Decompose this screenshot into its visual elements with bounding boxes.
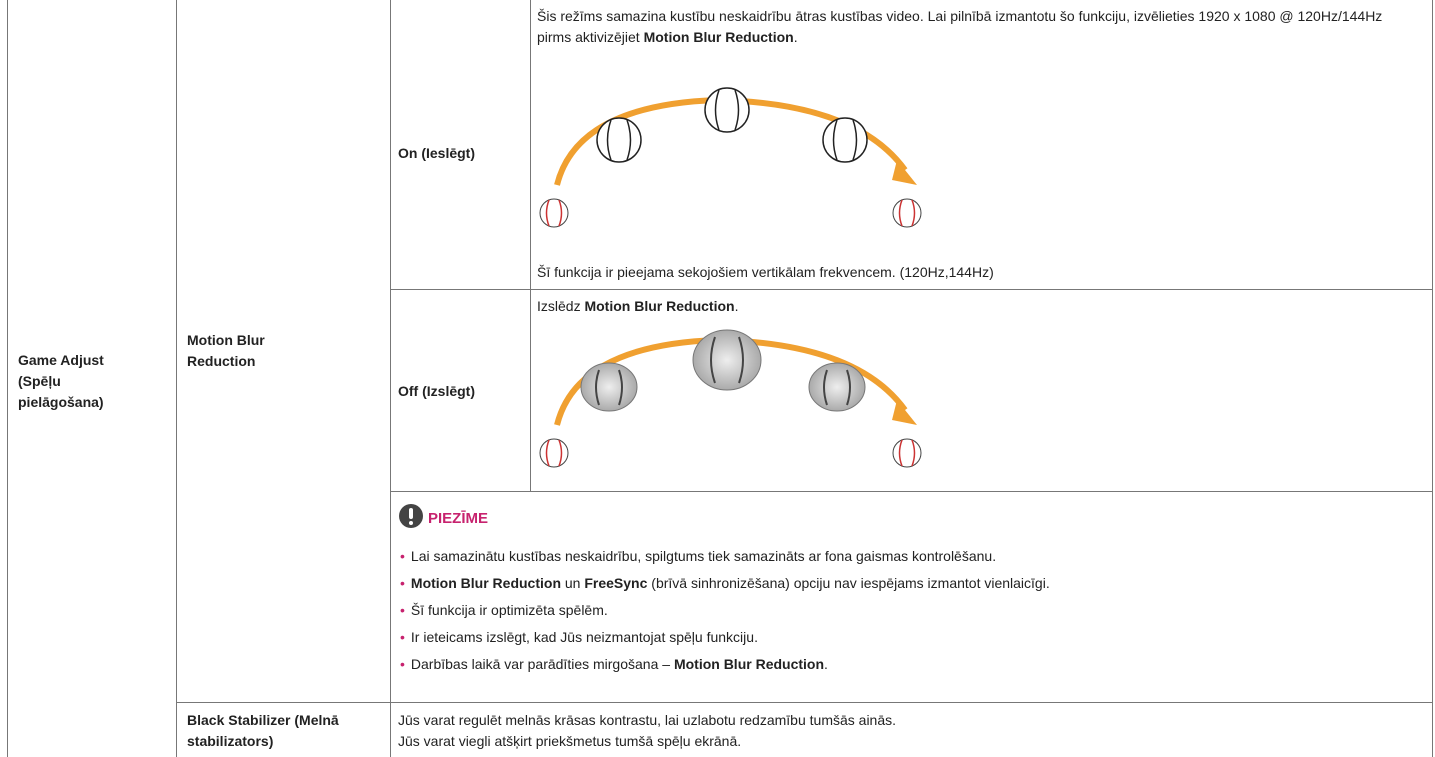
text: Motion Blur Reduction xyxy=(673,656,825,672)
border xyxy=(390,289,1433,290)
on-label: On (Ieslēgt) xyxy=(398,145,476,161)
border xyxy=(176,702,1433,703)
text: (brīvā sinhronizēšana) opciju nav iespēj… xyxy=(647,575,1050,591)
off-label: Off (Izslēgt) xyxy=(398,383,475,399)
on-footnote: Šī funkcija ir pieejama sekojošiem verti… xyxy=(537,264,994,280)
border xyxy=(390,0,391,757)
note-item: Ir ieteicams izslēgt, kad Jūs neizmantoj… xyxy=(400,627,758,648)
text: Motion Blur Reduction xyxy=(643,29,794,45)
border xyxy=(1432,0,1433,757)
illustration-off xyxy=(539,329,922,468)
text: FreeSync xyxy=(584,575,648,591)
text: . xyxy=(734,298,739,314)
note-item: Darbības laikā var parādīties mirgošana … xyxy=(400,654,828,675)
border xyxy=(176,0,177,757)
option-label: Motion Blur Reduction xyxy=(187,332,265,369)
on-description: Šis režīms samazina kustību neskaidrību … xyxy=(537,6,1387,48)
text: . xyxy=(824,656,828,672)
border xyxy=(530,0,531,491)
text: Motion Blur Reduction xyxy=(410,575,561,591)
text: Ir ieteicams izslēgt, kad Jūs neizmantoj… xyxy=(410,629,758,645)
note-title: PIEZĪME xyxy=(428,510,489,527)
text: un xyxy=(561,575,585,591)
note-icon xyxy=(399,504,423,528)
text: Šis režīms samazina kustību neskaidrību … xyxy=(537,8,1383,45)
text: Darbības laikā var parādīties mirgošana … xyxy=(410,656,674,672)
option-label: Black Stabilizer (Melnā stabilizators) xyxy=(187,712,339,749)
note-item: Lai samazinātu kustības neskaidrību, spi… xyxy=(400,546,996,567)
note-item: Šī funkcija ir optimizēta spēlēm. xyxy=(400,600,608,621)
text: Lai samazinātu kustības neskaidrību, spi… xyxy=(410,548,997,564)
text: . xyxy=(793,29,798,45)
off-description: Izslēdz Motion Blur Reduction. xyxy=(537,296,738,317)
illustration-on xyxy=(539,87,922,228)
description: Jūs varat viegli atšķirt priekšmetus tum… xyxy=(398,733,742,749)
text: Izslēdz xyxy=(537,298,585,314)
description: Jūs varat regulēt melnās krāsas kontrast… xyxy=(398,712,897,728)
setting-label: Game Adjust (Spēļu pielāgošana) xyxy=(18,352,104,410)
border xyxy=(7,0,8,757)
note-item: Motion Blur Reduction un FreeSync (brīvā… xyxy=(400,573,1050,594)
text: Šī funkcija ir optimizēta spēlēm. xyxy=(410,602,608,618)
border xyxy=(390,491,1433,492)
text: Motion Blur Reduction xyxy=(584,298,735,314)
